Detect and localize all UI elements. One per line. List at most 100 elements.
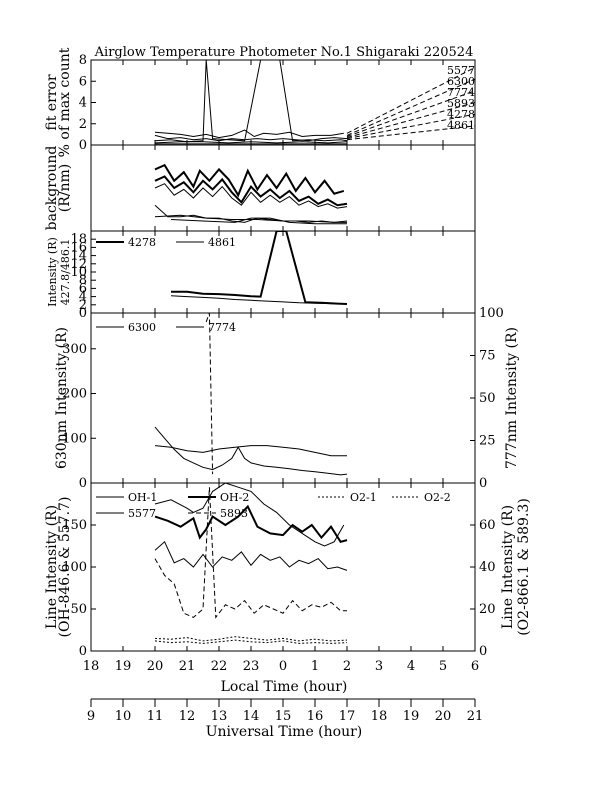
local-tick-label: 3 <box>375 659 383 674</box>
y-axis-label: % of max count <box>57 47 73 157</box>
y-tick-label: 6 <box>79 74 87 89</box>
y-tick-label: 8 <box>79 53 87 68</box>
series-5893 <box>346 102 475 139</box>
series-4861 <box>170 295 348 305</box>
series-group <box>154 163 348 225</box>
ut-tick-label: 19 <box>403 709 420 724</box>
legend-4278: 4278 <box>128 236 156 249</box>
series-group <box>170 231 348 305</box>
chart-title: Airglow Temperature Photometer No.1 Shig… <box>94 45 474 60</box>
ut-axis-label: Universal Time (hour) <box>206 724 363 740</box>
panel-fit-error: 0 2 4 6 8 fit error% of max count 557763007774… <box>44 47 476 157</box>
legend-6300: 6300 <box>447 75 475 88</box>
local-tick-label: 4 <box>407 659 415 674</box>
local-tick-label: 0 <box>279 659 287 674</box>
local-tick-label: 1 <box>311 659 319 674</box>
y-tick-label: 6 <box>79 281 87 296</box>
series-group <box>154 60 475 145</box>
legend-OH-1: OH-1 <box>128 491 157 504</box>
series-group <box>154 483 348 644</box>
ut-tick-label: 17 <box>339 709 356 724</box>
y-axis-right-label: Line Intensity (R) <box>500 505 516 629</box>
y-axis-label: (OH-846.6 & 557.7) <box>57 497 73 638</box>
ut-axis: 9 10 11 12 13 14 15 16 17 18 19 20 21 <box>87 698 484 724</box>
legend-4278: 4278 <box>447 108 475 121</box>
ut-tick-label: 21 <box>467 709 484 724</box>
y-tick-right-label: 20 <box>479 602 496 617</box>
local-tick-label: 19 <box>115 659 132 674</box>
y-tick-label: 12 <box>70 257 87 272</box>
y-tick-label: 300 <box>62 342 87 357</box>
y-tick-label: 18 <box>70 232 87 247</box>
local-tick-label: 20 <box>147 659 164 674</box>
y-tick-label: 0 <box>79 138 87 153</box>
panel-frame <box>90 144 476 232</box>
local-tick-label: 5 <box>439 659 447 674</box>
y-tick-label: 16 <box>70 240 87 255</box>
y-tick-label: 150 <box>62 518 87 533</box>
series-group <box>154 313 348 476</box>
y-tick-label: 2 <box>79 117 87 132</box>
y-tick-label: 10 <box>70 265 87 280</box>
y-axis-right-label: 777nm Intensity (R) <box>504 327 520 469</box>
local-tick-label: 18 <box>83 659 100 674</box>
y-tick-label: 4 <box>79 290 87 305</box>
series-6300 <box>154 175 348 207</box>
legend-5577: 5577 <box>447 64 475 77</box>
legend-OH-2: OH-2 <box>220 491 249 504</box>
y-tick-label: 200 <box>62 387 87 402</box>
series-7774 <box>346 90 475 137</box>
legend-7774: 7774 <box>208 321 236 334</box>
y-tick-right-label: 60 <box>479 518 496 533</box>
y-tick-label: 4 <box>79 96 87 111</box>
legend-6300: 6300 <box>128 321 156 334</box>
series-7774 <box>154 445 347 457</box>
series-7774 <box>154 60 348 143</box>
series-4861 <box>346 125 475 141</box>
y-axis-label: 427.8/486.1 <box>59 239 72 306</box>
ut-tick-label: 18 <box>371 709 388 724</box>
y-tick-right-label: 0 <box>479 644 487 659</box>
y-axis-label: (R/nm) <box>57 164 73 212</box>
series-4278 <box>154 214 347 223</box>
local-tick-label: 23 <box>243 659 260 674</box>
local-time-axis-label: Local Time (hour) <box>221 679 348 695</box>
y-tick-label: 2 <box>79 298 87 313</box>
local-tick-label: 2 <box>343 659 351 674</box>
ut-tick-label: 9 <box>87 709 95 724</box>
y-axis-label: fit error <box>44 74 60 131</box>
panel-frame <box>90 59 476 146</box>
local-tick-label: 6 <box>471 659 479 674</box>
ut-tick-label: 14 <box>243 709 260 724</box>
y-tick-label: 0 <box>79 644 87 659</box>
y-tick-label: 50 <box>70 602 87 617</box>
series-4278 <box>171 231 348 305</box>
series-5577 <box>154 163 345 198</box>
series-7774 <box>154 183 348 209</box>
y-axis-label: Line Intensity (R) <box>44 505 60 629</box>
series-OH-1 <box>154 483 345 547</box>
legend-5577: 5577 <box>128 507 156 520</box>
series-5577 <box>154 129 344 139</box>
y-tick-right-label: 25 <box>479 434 496 449</box>
ut-tick-label: 13 <box>211 709 228 724</box>
y-tick-right-label: 100 <box>479 306 504 321</box>
series-4278 <box>346 113 475 140</box>
legend-4861: 4861 <box>447 119 475 132</box>
legend-7774: 7774 <box>447 86 475 99</box>
panel-background: background(R/nm) <box>44 144 476 232</box>
y-tick-right-label: 50 <box>479 391 496 406</box>
y-axis-right-label: (O2-866.1 & 589.3) <box>516 498 532 636</box>
series-5577 <box>154 540 348 571</box>
series-5893 <box>154 141 348 144</box>
local-tick-label: 22 <box>211 659 228 674</box>
legend-5893: 5893 <box>447 97 475 110</box>
y-tick-right-label: 75 <box>479 349 496 364</box>
legend-O2-2: O2-2 <box>424 491 451 504</box>
ut-tick-label: 20 <box>435 709 452 724</box>
series-6300 <box>346 78 475 136</box>
y-tick-label: 100 <box>62 560 87 575</box>
ut-tick-label: 12 <box>179 709 196 724</box>
y-axis-label: background <box>44 146 60 231</box>
y-axis-label: Intensity (R) <box>46 237 59 307</box>
